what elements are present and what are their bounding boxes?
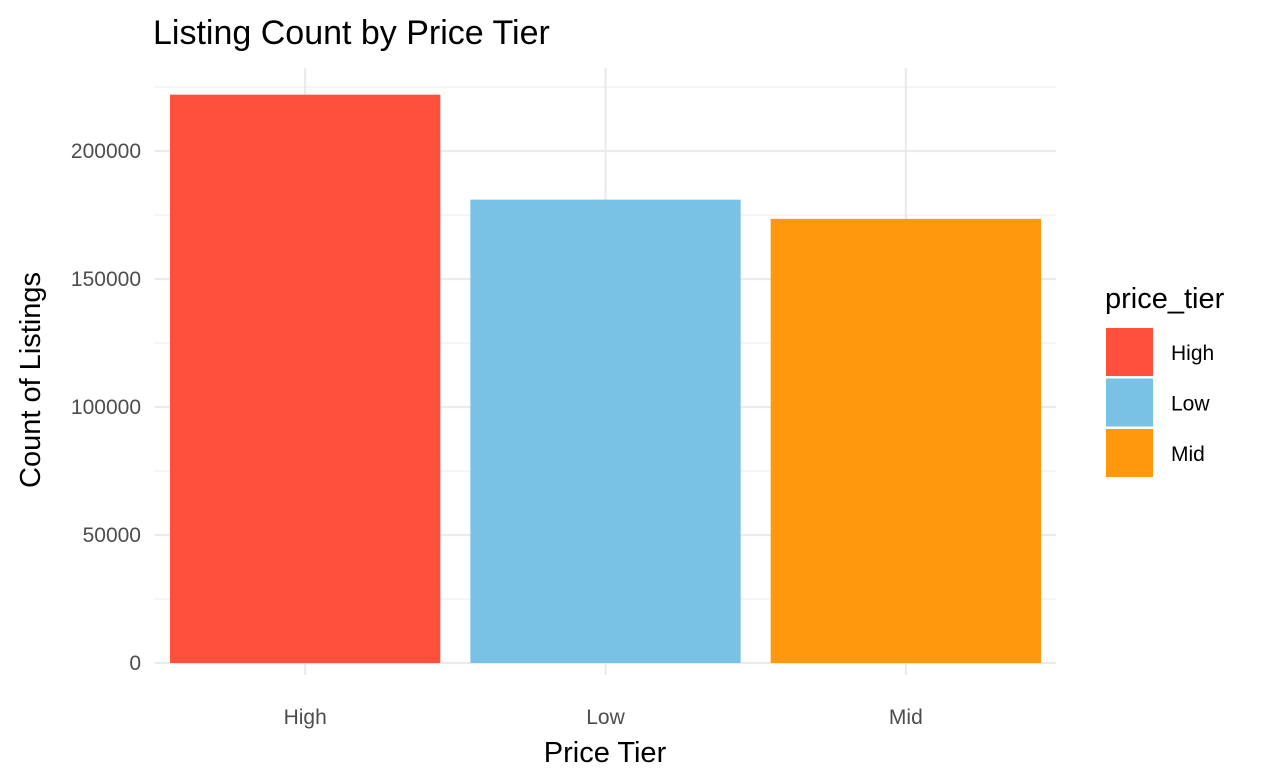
bars — [170, 94, 1041, 664]
x-tick-label: Low — [586, 706, 625, 729]
y-tick-label: 150000 — [71, 268, 141, 291]
x-axis-ticks: High Low Mid — [284, 706, 923, 729]
bar-high — [170, 94, 441, 664]
y-tick-label: 50000 — [83, 524, 141, 547]
legend-label-high: High — [1171, 342, 1214, 365]
bar-mid — [770, 218, 1041, 663]
y-tick-label: 0 — [129, 652, 141, 675]
legend-swatch-low — [1106, 378, 1153, 427]
legend-label-mid: Mid — [1171, 443, 1205, 466]
legend-entries: High Low Mid — [1106, 328, 1214, 477]
y-tick-label: 100000 — [71, 396, 141, 419]
legend-swatch-high — [1106, 328, 1153, 376]
legend: price_tier High Low Mid — [1105, 283, 1225, 477]
y-axis-label: Count of Listings — [15, 272, 47, 488]
legend-title: price_tier — [1105, 283, 1225, 315]
chart-title: Listing Count by Price Tier — [153, 14, 550, 52]
x-tick-label: High — [284, 706, 327, 729]
y-axis-ticks: 0 50000 100000 150000 200000 — [71, 140, 141, 675]
bar-low — [470, 199, 741, 663]
x-axis-label: Price Tier — [544, 737, 667, 769]
legend-label-low: Low — [1171, 393, 1210, 416]
legend-swatch-mid — [1106, 429, 1153, 477]
x-tick-label: Mid — [889, 706, 923, 729]
y-tick-label: 200000 — [71, 140, 141, 163]
